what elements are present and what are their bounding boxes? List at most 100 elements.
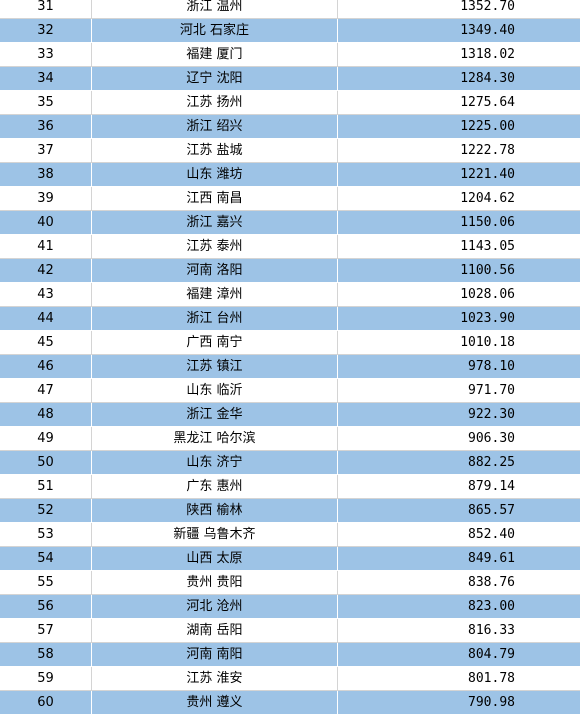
value-cell[interactable]: 1028.06 <box>337 282 580 307</box>
city-cell[interactable]: 广西 南宁 <box>91 330 338 355</box>
city-cell[interactable]: 江苏 镇江 <box>91 354 338 379</box>
value-cell[interactable]: 865.57 <box>337 498 580 523</box>
value-cell[interactable]: 1221.40 <box>337 162 580 187</box>
rank-cell[interactable]: 35 <box>0 90 92 115</box>
city-cell[interactable]: 河北 沧州 <box>91 594 338 619</box>
table-row: 45 广西 南宁 1010.18 <box>0 330 580 355</box>
rank-cell[interactable]: 59 <box>0 666 92 691</box>
value-text: 978.10 <box>468 359 515 374</box>
value-cell[interactable]: 1222.78 <box>337 138 580 163</box>
value-cell[interactable]: 1318.02 <box>337 42 580 67</box>
city-cell[interactable]: 湖南 岳阳 <box>91 618 338 643</box>
city-cell[interactable]: 河南 南阳 <box>91 642 338 667</box>
rank-cell[interactable]: 32 <box>0 18 92 43</box>
value-cell[interactable]: 852.40 <box>337 522 580 547</box>
rank-cell[interactable]: 46 <box>0 354 92 379</box>
city-cell[interactable]: 江西 南昌 <box>91 186 338 211</box>
city-cell[interactable]: 山西 太原 <box>91 546 338 571</box>
city-cell[interactable]: 新疆 乌鲁木齐 <box>91 522 338 547</box>
rank-cell[interactable]: 42 <box>0 258 92 283</box>
rank-cell[interactable]: 33 <box>0 42 92 67</box>
value-cell[interactable]: 1225.00 <box>337 114 580 139</box>
value-cell[interactable]: 801.78 <box>337 666 580 691</box>
rank-cell[interactable]: 60 <box>0 690 92 715</box>
city-cell[interactable]: 河北 石家庄 <box>91 18 338 43</box>
rank-cell[interactable]: 41 <box>0 234 92 259</box>
value-cell[interactable]: 1275.64 <box>337 90 580 115</box>
rank-cell[interactable]: 58 <box>0 642 92 667</box>
city-cell[interactable]: 贵州 遵义 <box>91 690 338 715</box>
city-cell[interactable]: 黑龙江 哈尔滨 <box>91 426 338 451</box>
table-row: 55 贵州 贵阳 838.76 <box>0 570 580 595</box>
value-cell[interactable]: 1010.18 <box>337 330 580 355</box>
city-cell[interactable]: 江苏 盐城 <box>91 138 338 163</box>
value-cell[interactable]: 1352.70 <box>337 0 580 19</box>
rank-cell[interactable]: 54 <box>0 546 92 571</box>
value-cell[interactable]: 790.98 <box>337 690 580 715</box>
value-text: 790.98 <box>468 695 515 710</box>
rank-cell[interactable]: 47 <box>0 378 92 403</box>
city-cell[interactable]: 广东 惠州 <box>91 474 338 499</box>
value-cell[interactable]: 1349.40 <box>337 18 580 43</box>
value-text: 801.78 <box>468 671 515 686</box>
city-cell[interactable]: 浙江 金华 <box>91 402 338 427</box>
value-text: 823.00 <box>468 599 515 614</box>
rank-cell[interactable]: 39 <box>0 186 92 211</box>
city-cell[interactable]: 山东 潍坊 <box>91 162 338 187</box>
value-cell[interactable]: 823.00 <box>337 594 580 619</box>
value-text: 922.30 <box>468 407 515 422</box>
city-cell[interactable]: 浙江 台州 <box>91 306 338 331</box>
city-cell[interactable]: 河南 洛阳 <box>91 258 338 283</box>
value-cell[interactable]: 1204.62 <box>337 186 580 211</box>
rank-cell[interactable]: 45 <box>0 330 92 355</box>
city-cell[interactable]: 福建 漳州 <box>91 282 338 307</box>
rank-cell[interactable]: 44 <box>0 306 92 331</box>
rank-cell[interactable]: 49 <box>0 426 92 451</box>
value-cell[interactable]: 978.10 <box>337 354 580 379</box>
city-cell[interactable]: 江苏 扬州 <box>91 90 338 115</box>
city-cell[interactable]: 陕西 榆林 <box>91 498 338 523</box>
rank-cell[interactable]: 48 <box>0 402 92 427</box>
rank-cell[interactable]: 55 <box>0 570 92 595</box>
rank-cell[interactable]: 31 <box>0 0 92 19</box>
rank-cell[interactable]: 38 <box>0 162 92 187</box>
rank-cell[interactable]: 56 <box>0 594 92 619</box>
value-cell[interactable]: 1143.05 <box>337 234 580 259</box>
city-cell[interactable]: 山东 济宁 <box>91 450 338 475</box>
city-cell[interactable]: 浙江 绍兴 <box>91 114 338 139</box>
value-cell[interactable]: 838.76 <box>337 570 580 595</box>
value-text: 971.70 <box>468 383 515 398</box>
rank-cell[interactable]: 37 <box>0 138 92 163</box>
city-cell[interactable]: 辽宁 沈阳 <box>91 66 338 91</box>
value-cell[interactable]: 879.14 <box>337 474 580 499</box>
value-cell[interactable]: 922.30 <box>337 402 580 427</box>
value-cell[interactable]: 816.33 <box>337 618 580 643</box>
rank-cell[interactable]: 51 <box>0 474 92 499</box>
city-cell[interactable]: 山东 临沂 <box>91 378 338 403</box>
value-cell[interactable]: 1284.30 <box>337 66 580 91</box>
value-cell[interactable]: 971.70 <box>337 378 580 403</box>
value-cell[interactable]: 804.79 <box>337 642 580 667</box>
city-cell[interactable]: 浙江 温州 <box>91 0 338 19</box>
rank-cell[interactable]: 40 <box>0 210 92 235</box>
city-cell[interactable]: 贵州 贵阳 <box>91 570 338 595</box>
rank-cell[interactable]: 57 <box>0 618 92 643</box>
rank-cell[interactable]: 34 <box>0 66 92 91</box>
rank-cell[interactable]: 52 <box>0 498 92 523</box>
rank-cell[interactable]: 43 <box>0 282 92 307</box>
city-cell[interactable]: 江苏 淮安 <box>91 666 338 691</box>
value-cell[interactable]: 882.25 <box>337 450 580 475</box>
value-cell[interactable]: 1023.90 <box>337 306 580 331</box>
rank-cell[interactable]: 36 <box>0 114 92 139</box>
city-cell[interactable]: 浙江 嘉兴 <box>91 210 338 235</box>
city-cell[interactable]: 福建 厦门 <box>91 42 338 67</box>
value-cell[interactable]: 1100.56 <box>337 258 580 283</box>
rank-cell[interactable]: 50 <box>0 450 92 475</box>
value-cell[interactable]: 906.30 <box>337 426 580 451</box>
city-cell[interactable]: 江苏 泰州 <box>91 234 338 259</box>
value-cell[interactable]: 1150.06 <box>337 210 580 235</box>
rank-cell[interactable]: 53 <box>0 522 92 547</box>
value-cell[interactable]: 849.61 <box>337 546 580 571</box>
table-row: 38 山东 潍坊 1221.40 <box>0 162 580 187</box>
